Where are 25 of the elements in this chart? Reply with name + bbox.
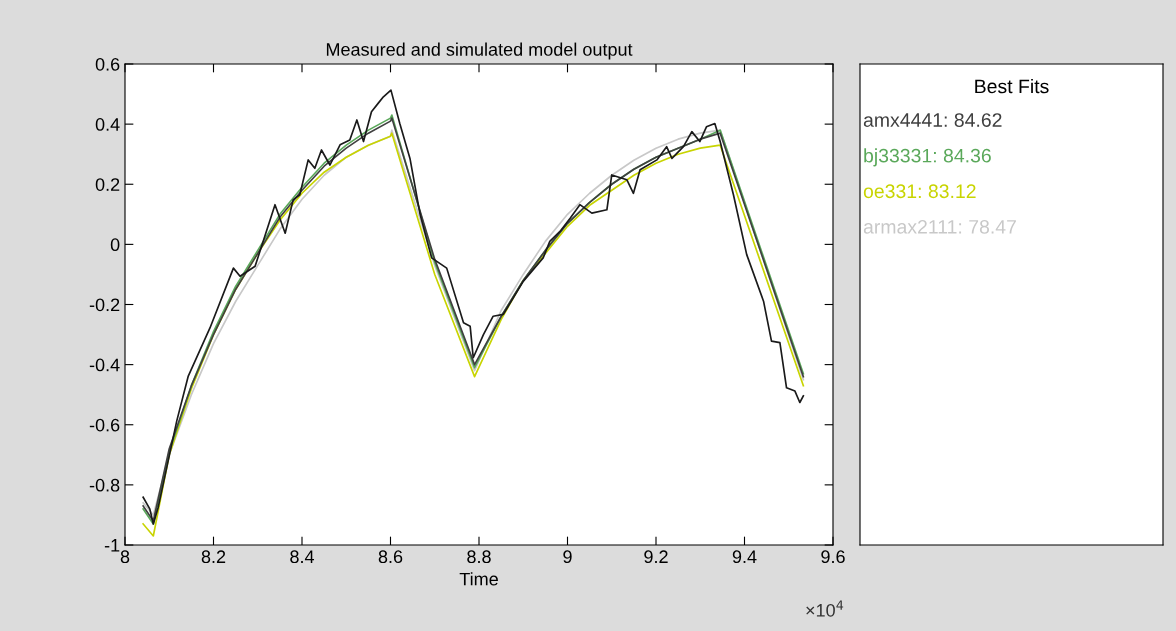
x-tick-label: 8.2: [201, 550, 226, 564]
x-axis-title: Time: [459, 572, 498, 586]
y-tick-label: -0.2: [89, 298, 120, 312]
legend-title: Best Fits: [975, 78, 1049, 94]
y-tick-label: 0: [110, 238, 120, 252]
y-tick-label: 0.2: [95, 178, 120, 191]
y-tick-label: -1: [104, 539, 120, 552]
text: oe331: 83.12: [863, 184, 976, 199]
x-tick-label: 8: [120, 550, 130, 564]
x-tick-label: 9.6: [821, 550, 845, 564]
y-tick-label: -0.6: [89, 418, 120, 432]
text: ×10$^{4}$: [806, 600, 844, 617]
text: bj33331: 84.36: [864, 148, 991, 167]
x-tick-label: 8.6: [378, 550, 403, 564]
y-tick-label: 0.4: [95, 118, 120, 131]
text: amx4441: 84.62: [863, 113, 1002, 127]
chart-title: Measured and simulated model output: [326, 42, 633, 60]
x-tick-label: 9.4: [732, 550, 757, 564]
x-tick-label: 9: [563, 550, 572, 564]
x-tick-label: 8.8: [467, 550, 491, 564]
y-tick-label: -0.8: [89, 478, 120, 492]
x-tick-label: 8.4: [290, 550, 315, 564]
x-tick-label: 9.2: [644, 550, 668, 564]
y-tick-label: -0.4: [89, 358, 120, 372]
y-tick-label: 0.6: [95, 57, 120, 71]
